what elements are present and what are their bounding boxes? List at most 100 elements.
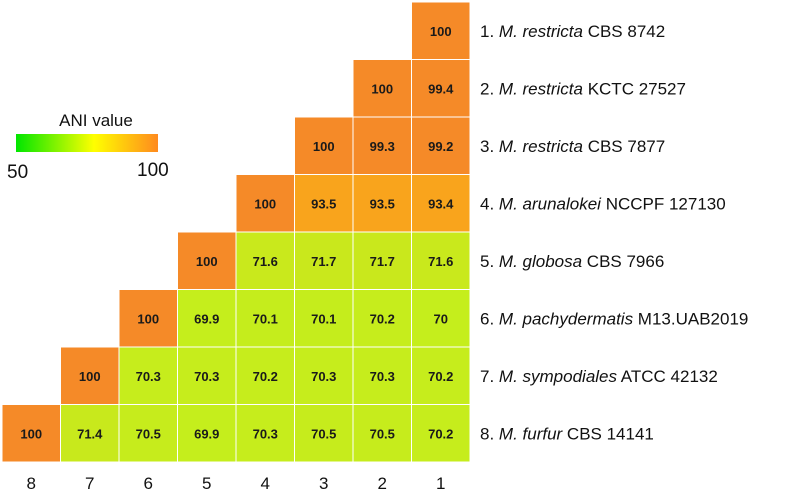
row-label-number: 1. xyxy=(480,22,499,41)
x-tick-label: 8 xyxy=(27,474,36,493)
row-label-strain: CBS 7966 xyxy=(582,252,664,271)
row-label-strain: CBS 7877 xyxy=(583,137,665,156)
row-label: 1. M. restricta CBS 8742 xyxy=(480,22,665,41)
cell-value-label: 93.5 xyxy=(311,196,336,211)
color-legend: ANI value 50 100 xyxy=(7,111,169,183)
row-label-species: M. globosa xyxy=(499,252,582,271)
cell-value-label: 70.3 xyxy=(136,369,161,384)
cell-value-label: 100 xyxy=(430,24,452,39)
row-label: 4. M. arunalokei NCCPF 127130 xyxy=(480,194,726,213)
cell-value-label: 100 xyxy=(254,196,276,211)
row-label-species: M. arunalokei xyxy=(499,194,602,213)
row-label-species: M. pachydermatis xyxy=(499,309,634,328)
x-tick-label: 3 xyxy=(319,474,328,493)
heatmap-cell xyxy=(177,289,237,348)
cell-value-label: 100 xyxy=(137,311,159,326)
legend-color-bar xyxy=(16,134,158,152)
heatmap-cell xyxy=(118,346,178,405)
cell-value-label: 69.9 xyxy=(194,426,219,441)
row-label-species: M. restricta xyxy=(499,79,583,98)
cell-value-label: 70.3 xyxy=(370,369,395,384)
row-labels: 1. M. restricta CBS 8742 2. M. restricta … xyxy=(480,22,748,444)
heatmap-cell xyxy=(411,346,471,405)
heatmap-cell xyxy=(352,59,412,118)
legend-title: ANI value xyxy=(59,111,133,130)
cell-value-label: 70.3 xyxy=(311,369,336,384)
cell-value-label: 100 xyxy=(371,81,393,96)
row-label: 8. M. furfur CBS 14141 xyxy=(480,424,654,443)
heatmap-cell xyxy=(411,174,471,233)
cell-value-label: 100 xyxy=(20,426,42,441)
x-tick-label: 4 xyxy=(261,474,270,493)
cell-value-label: 70.5 xyxy=(370,426,395,441)
cell-value-label: 71.6 xyxy=(428,254,453,269)
row-label-strain: CBS 8742 xyxy=(583,22,665,41)
cell-value-label: 70.3 xyxy=(253,426,278,441)
row-label: 5. M. globosa CBS 7966 xyxy=(480,252,664,271)
cell-value-label: 71.7 xyxy=(370,254,395,269)
row-label: 7. M. sympodiales ATCC 42132 xyxy=(480,367,718,386)
heatmap-cell xyxy=(411,116,471,175)
heatmap-cell xyxy=(411,1,471,60)
heatmap-cell xyxy=(411,59,471,118)
row-label-number: 5. xyxy=(480,252,499,271)
cell-value-label: 70.1 xyxy=(253,311,278,326)
row-label-number: 2. xyxy=(480,79,499,98)
row-label-number: 7. xyxy=(480,367,499,386)
row-label-strain: ATCC 42132 xyxy=(617,367,718,386)
cell-value-label: 70 xyxy=(434,311,448,326)
cell-value-label: 69.9 xyxy=(194,311,219,326)
x-tick-label: 5 xyxy=(202,474,211,493)
row-label-number: 6. xyxy=(480,309,499,328)
heatmap-cell xyxy=(235,231,295,290)
cell-value-label: 70.2 xyxy=(428,369,453,384)
heatmap-cell xyxy=(352,346,412,405)
cell-value-label: 99.2 xyxy=(428,139,453,154)
cell-value-label: 71.6 xyxy=(253,254,278,269)
x-tick-label: 1 xyxy=(436,474,445,493)
cell-value-label: 70.2 xyxy=(370,311,395,326)
heatmap-cell xyxy=(60,346,120,405)
cell-value-label: 71.4 xyxy=(77,426,103,441)
heatmap-cell xyxy=(411,404,471,463)
heatmap-cell xyxy=(235,289,295,348)
row-label-strain: NCCPF 127130 xyxy=(601,194,726,213)
cell-value-label: 100 xyxy=(313,139,335,154)
cell-value-label: 70.1 xyxy=(311,311,336,326)
cell-value-label: 70.5 xyxy=(311,426,336,441)
heatmap-cells: 100 100 99.4 100 99.3 99.2 100 93.5 93.5 93.4 100 7… xyxy=(1,1,471,463)
heatmap-cell xyxy=(118,404,178,463)
cell-value-label: 99.4 xyxy=(428,81,454,96)
row-label-strain: KCTC 27527 xyxy=(583,79,686,98)
x-tick-label: 7 xyxy=(85,474,94,493)
cell-value-label: 99.3 xyxy=(370,139,395,154)
row-label-number: 3. xyxy=(480,137,499,156)
heatmap-cell xyxy=(294,289,354,348)
x-tick-label: 2 xyxy=(378,474,387,493)
cell-value-label: 100 xyxy=(79,369,101,384)
cell-value-label: 70.2 xyxy=(253,369,278,384)
cell-value-label: 70.3 xyxy=(194,369,219,384)
cell-value-label: 93.4 xyxy=(428,196,454,211)
row-label-species: M. furfur xyxy=(499,424,564,443)
row-label-species: M. restricta xyxy=(499,22,583,41)
heatmap-cell xyxy=(294,404,354,463)
cell-value-label: 93.5 xyxy=(370,196,395,211)
row-label-species: M. restricta xyxy=(499,137,583,156)
heatmap-cell xyxy=(411,289,471,348)
row-label-number: 8. xyxy=(480,424,499,443)
heatmap-cell xyxy=(294,174,354,233)
cell-value-label: 70.5 xyxy=(136,426,161,441)
heatmap-cell xyxy=(1,404,61,463)
heatmap-cell xyxy=(352,404,412,463)
legend-min-label: 50 xyxy=(7,162,28,183)
row-label-strain: CBS 14141 xyxy=(562,424,654,443)
x-axis-ticks: 8 7 6 5 4 3 2 1 xyxy=(27,474,446,493)
cell-value-label: 71.7 xyxy=(311,254,336,269)
row-label-species: M. sympodiales xyxy=(499,367,618,386)
row-label: 6. M. pachydermatis M13.UAB2019 xyxy=(480,309,748,328)
row-label-number: 4. xyxy=(480,194,499,213)
legend-max-label: 100 xyxy=(137,160,169,181)
